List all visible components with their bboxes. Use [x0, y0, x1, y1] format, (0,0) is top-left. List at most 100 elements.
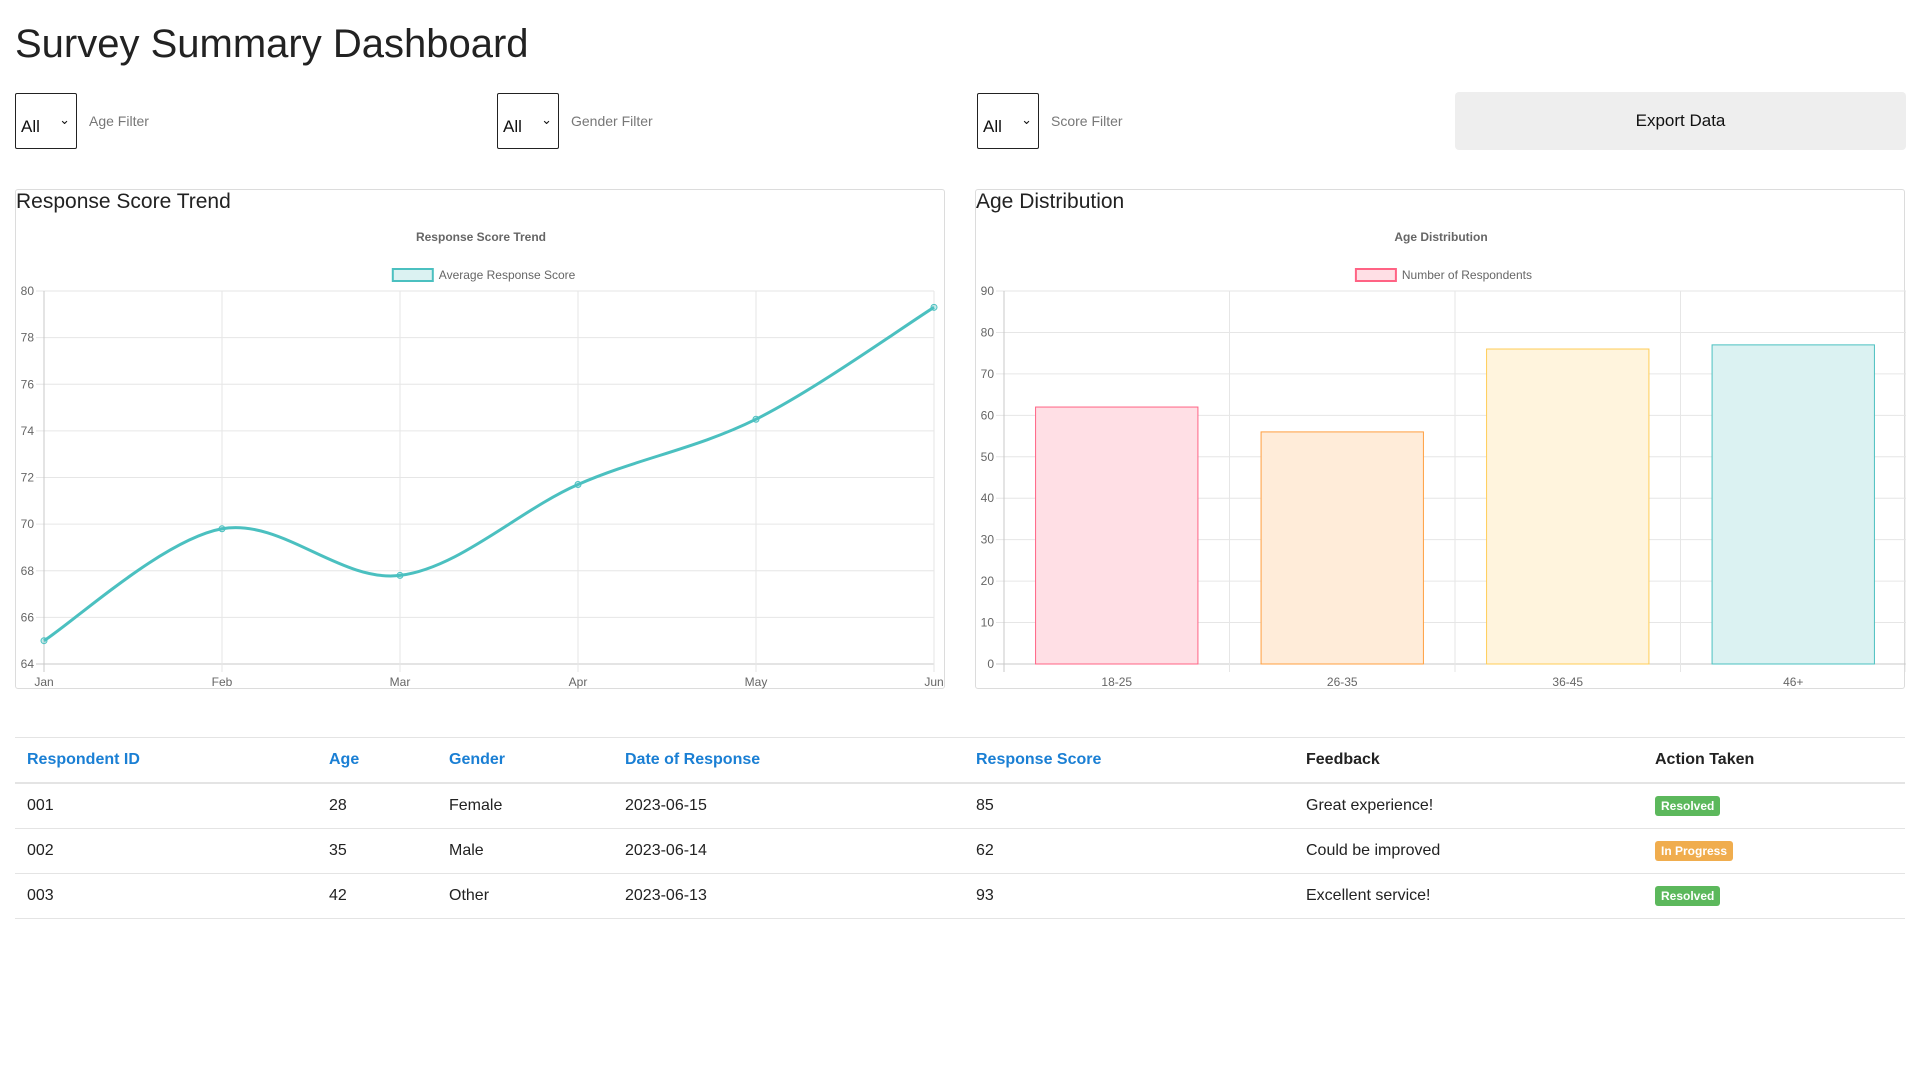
cell-score: 62 [976, 842, 994, 859]
age-filter-value: All [21, 117, 40, 136]
cell-date: 2023-06-15 [625, 797, 707, 814]
x-tick-label: Jan [34, 675, 53, 689]
table-row: 001 28 Female 2023-06-15 85 Great experience!… [15, 784, 1905, 829]
score-filter-value: All [983, 117, 1002, 136]
cell-date: 2023-06-13 [625, 887, 707, 904]
table-row: 003 42 Other 2023-06-13 93 Excellent service!… [15, 874, 1905, 919]
data-point [930, 303, 938, 311]
age-distribution-card: Age Distribution Age Distribution Number … [975, 189, 1906, 689]
legend-swatch [391, 268, 434, 282]
age-filter-group: All ⌄ Age Filter [15, 92, 149, 150]
y-tick-label: 70 [981, 367, 995, 381]
score-filter-label: Score Filter [1051, 113, 1123, 129]
x-tick-label: 26-35 [1327, 675, 1358, 689]
cell-date: 2023-06-14 [625, 842, 707, 859]
age-card-heading: Age Distribution [976, 190, 1125, 213]
cell-feedback: Excellent service! [1306, 887, 1431, 904]
gender-filter-select[interactable]: All ⌄ [497, 93, 559, 149]
cell-feedback: Great experience! [1306, 797, 1434, 814]
age-filter-select[interactable]: All ⌄ [15, 93, 77, 149]
y-tick-label: 80 [981, 325, 995, 339]
cell-feedback: Could be improved [1306, 842, 1441, 859]
y-tick-label: 74 [21, 424, 35, 438]
cell-id: 001 [27, 797, 54, 814]
cell-action: In Progress [1655, 829, 1734, 873]
y-tick-label: 30 [981, 533, 995, 547]
cell-age: 35 [329, 842, 347, 859]
responses-table: Respondent ID Age Gender Date of Response Re… [15, 737, 1905, 919]
status-badge: In Progress [1655, 840, 1734, 861]
x-tick-label: 36-45 [1552, 675, 1583, 689]
bar-18-25 [1035, 406, 1199, 665]
column-header-age[interactable]: Age [329, 751, 360, 768]
age-filter-label: Age Filter [89, 113, 149, 129]
gender-filter-label: Gender Filter [571, 113, 653, 129]
chart-title: Age Distribution [1394, 230, 1487, 244]
cell-age: 28 [329, 797, 347, 814]
column-header-response-score[interactable]: Response Score [976, 751, 1102, 768]
y-tick-label: 76 [21, 377, 35, 391]
x-tick-label: Apr [569, 675, 588, 689]
table-header-row: Respondent ID Age Gender Date of Response Re… [15, 738, 1905, 784]
column-header-feedback: Feedback [1306, 751, 1380, 768]
cell-id: 003 [27, 887, 54, 904]
legend-label: Average Response Score [439, 268, 576, 282]
y-tick-label: 68 [21, 564, 35, 578]
y-tick-label: 66 [21, 610, 35, 624]
data-point [40, 637, 48, 645]
series-line-average-response-score [43, 306, 935, 642]
x-tick-label: 18-25 [1101, 675, 1132, 689]
bar-26-35 [1260, 431, 1424, 665]
data-point [574, 480, 582, 488]
column-header-gender[interactable]: Gender [449, 751, 506, 768]
bar-46+ [1711, 344, 1875, 665]
cell-action: Resolved [1655, 784, 1721, 828]
column-header-action-taken: Action Taken [1655, 751, 1755, 768]
trend-card-heading: Response Score Trend [16, 190, 231, 213]
cell-age: 42 [329, 887, 347, 904]
cell-gender: Male [449, 842, 484, 859]
column-header-date-of-response[interactable]: Date of Response [625, 751, 761, 768]
legend-swatch [1354, 268, 1397, 282]
y-tick-label: 60 [981, 408, 995, 422]
response-score-trend-chart: Response Score Trend Average Response Sco… [21, 230, 944, 689]
data-point [396, 571, 404, 579]
status-badge: Resolved [1655, 885, 1721, 906]
x-tick-label: May [745, 675, 768, 689]
chevron-down-icon: ⌄ [1021, 112, 1032, 127]
y-tick-label: 72 [21, 471, 35, 485]
cell-id: 002 [27, 842, 54, 859]
gender-filter-group: All ⌄ Gender Filter [497, 92, 653, 150]
cell-score: 93 [976, 887, 994, 904]
cell-score: 85 [976, 797, 994, 814]
chart-title: Response Score Trend [416, 230, 546, 244]
y-tick-label: 10 [981, 616, 995, 630]
x-tick-label: Mar [390, 675, 411, 689]
cell-action: Resolved [1655, 874, 1721, 918]
x-tick-label: Feb [212, 675, 233, 689]
page-title: Survey Summary Dashboard [15, 22, 529, 66]
status-badge: Resolved [1655, 795, 1721, 816]
data-point [218, 525, 226, 533]
table-row: 002 35 Male 2023-06-14 62 Could be improved In… [15, 829, 1905, 874]
y-tick-label: 0 [987, 657, 994, 671]
score-filter-group: All ⌄ Score Filter [977, 92, 1123, 150]
y-tick-label: 70 [21, 517, 35, 531]
y-tick-label: 40 [981, 491, 995, 505]
y-tick-label: 90 [981, 284, 995, 298]
cell-gender: Other [449, 887, 490, 904]
column-header-respondent-id[interactable]: Respondent ID [27, 751, 140, 768]
export-data-button[interactable]: Export Data [1455, 92, 1906, 150]
chevron-down-icon: ⌄ [59, 112, 70, 127]
data-point [752, 415, 760, 423]
x-tick-label: Jun [924, 675, 943, 689]
score-filter-select[interactable]: All ⌄ [977, 93, 1039, 149]
response-score-trend-card: Response Score Trend Response Score Tren… [15, 189, 945, 689]
chevron-down-icon: ⌄ [541, 112, 552, 127]
x-tick-label: 46+ [1783, 675, 1803, 689]
y-tick-label: 20 [981, 574, 995, 588]
gender-filter-value: All [503, 117, 522, 136]
cell-gender: Female [449, 797, 503, 814]
legend-label: Number of Respondents [1402, 268, 1532, 282]
y-tick-label: 78 [21, 331, 35, 345]
